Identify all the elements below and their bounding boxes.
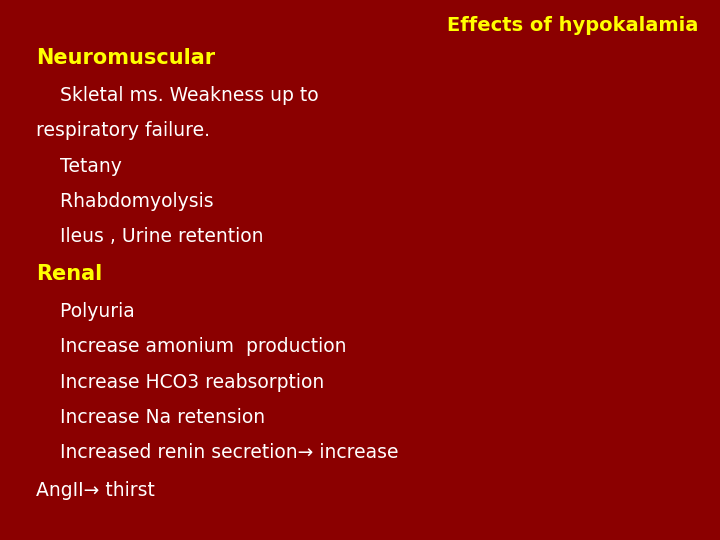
Text: Ileus , Urine retention: Ileus , Urine retention [36, 227, 264, 246]
Text: Skletal ms. Weakness up to: Skletal ms. Weakness up to [36, 86, 319, 105]
Text: AngII→ thirst: AngII→ thirst [36, 481, 155, 500]
Text: Effects of hypokalamia: Effects of hypokalamia [447, 16, 698, 35]
Text: Rhabdomyolysis: Rhabdomyolysis [36, 192, 214, 211]
Text: Increase Na retension: Increase Na retension [36, 408, 265, 427]
Text: Renal: Renal [36, 264, 102, 284]
Text: Neuromuscular: Neuromuscular [36, 48, 215, 68]
Text: Increase HCO3 reabsorption: Increase HCO3 reabsorption [36, 373, 324, 392]
Text: respiratory failure.: respiratory failure. [36, 122, 210, 140]
Text: Increase amonium  production: Increase amonium production [36, 338, 346, 356]
Text: Polyuria: Polyuria [36, 302, 135, 321]
Text: Increased renin secretion→ increase: Increased renin secretion→ increase [36, 443, 398, 462]
Text: Tetany: Tetany [36, 157, 122, 176]
